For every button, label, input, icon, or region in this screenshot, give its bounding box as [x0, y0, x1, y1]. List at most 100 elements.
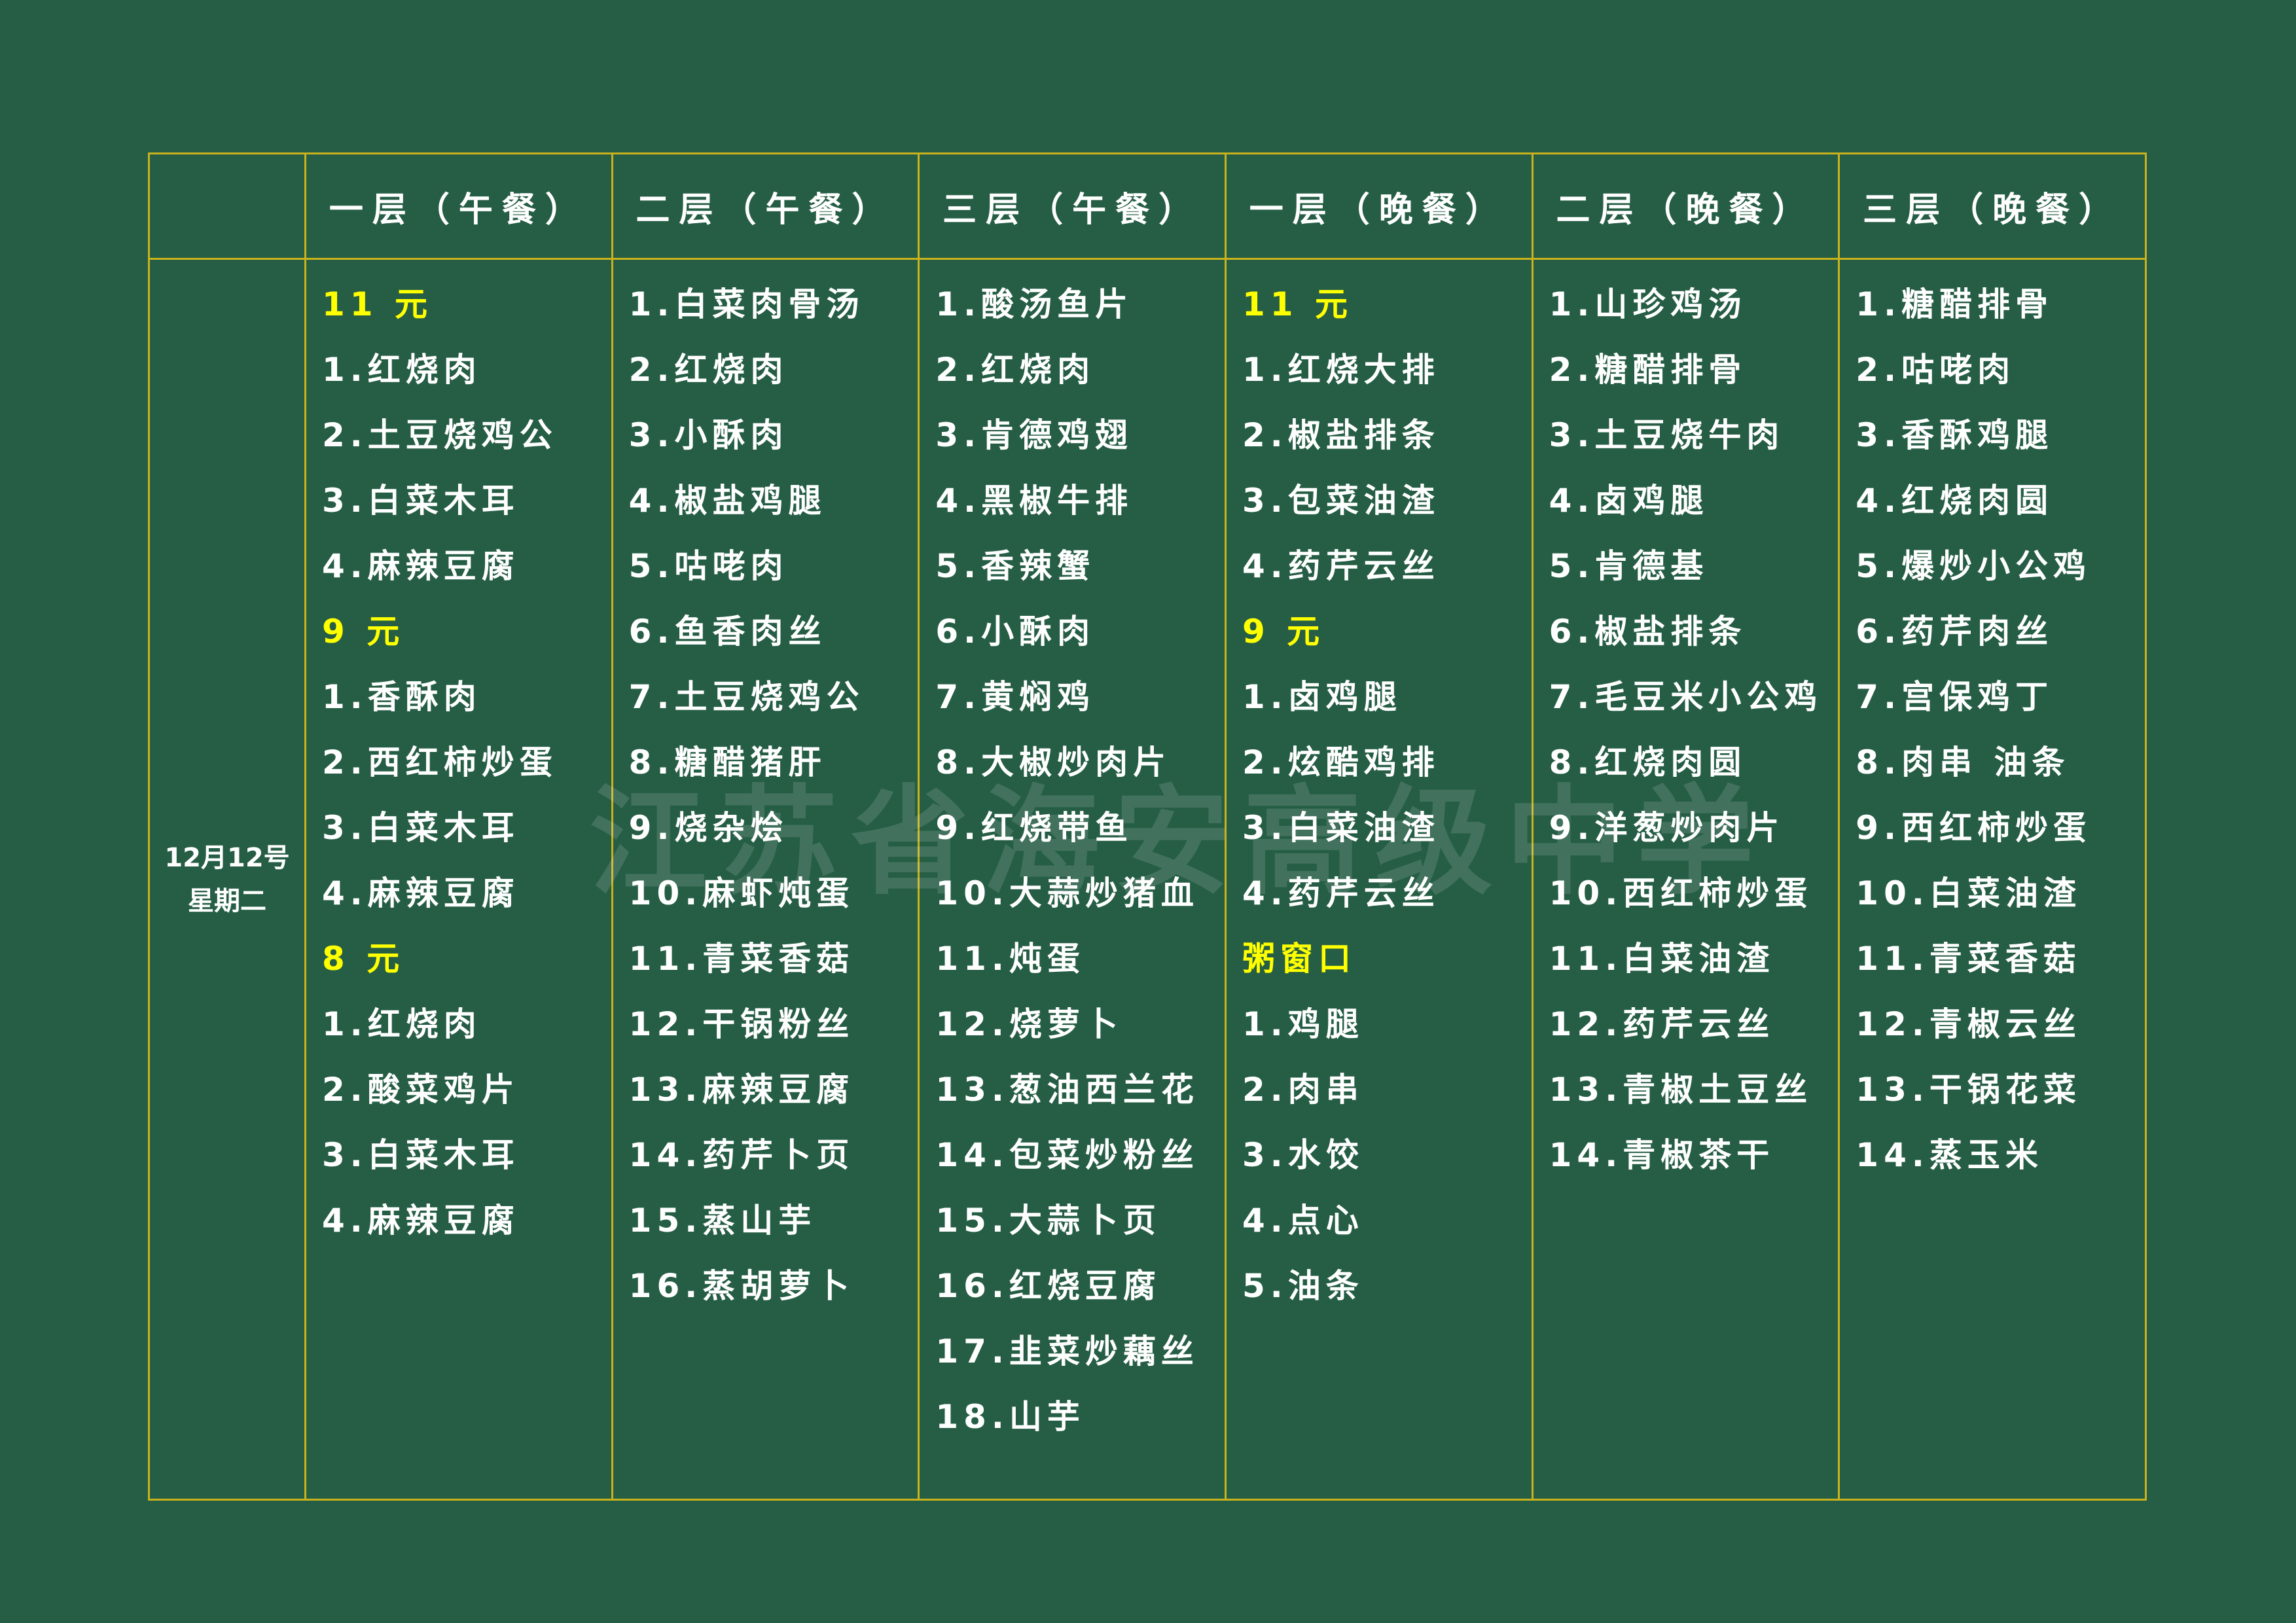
menu-item: 1.白菜肉骨汤: [628, 285, 865, 323]
menu-item: 1.鸡腿: [1242, 1005, 1364, 1043]
menu-item: 3.香酥鸡腿: [1856, 416, 2054, 454]
menu-item: 4.红烧肉圆: [1856, 482, 2054, 520]
price-heading: 8 元: [322, 940, 405, 978]
menu-item: 1.红烧大排: [1242, 351, 1440, 389]
menu-item: 14.药芹卜页: [628, 1136, 855, 1174]
weekday: 星期二: [188, 885, 266, 916]
menu-item: 1.红烧肉: [322, 1005, 482, 1043]
menu-item: 4.椒盐鸡腿: [628, 482, 827, 520]
menu-column: 1.白菜肉骨汤 2.红烧肉 3.小酥肉 4.椒盐鸡腿 5.咕咾肉 6.鱼香肉丝 7.土豆烧鸡…: [611, 258, 920, 1501]
menu-item: 8.糖醋猪肝: [628, 743, 827, 781]
header-row: 一层（午餐） 二层（午餐） 三层（午餐） 一层（晚餐） 二层（晚餐） 三层（晚餐…: [148, 152, 2147, 260]
menu-item: 13.青椒土豆丝: [1549, 1071, 1813, 1109]
menu-item: 13.葱油西兰花: [935, 1071, 1199, 1109]
menu-item: 8.红烧肉圆: [1549, 743, 1747, 781]
menu-item: 6.椒盐排条: [1549, 613, 1747, 651]
menu-item: 8.大椒炒肉片: [935, 743, 1172, 781]
menu-item: 2.红烧肉: [935, 351, 1096, 389]
menu-item: 12.青椒云丝: [1856, 1005, 2081, 1043]
price-heading: 11 元: [322, 285, 433, 323]
menu-item: 3.土豆烧牛肉: [1549, 416, 1785, 454]
menu-item: 2.酸菜鸡片: [322, 1071, 520, 1109]
menu-item: 6.鱼香肉丝: [628, 613, 827, 651]
menu-item: 2.糖醋排骨: [1549, 351, 1747, 389]
menu-row: 12月12号 星期二 11 元 1.红烧肉 2.土豆烧鸡公 3.白菜木耳 4.麻辣豆腐 9 …: [148, 258, 2147, 1501]
menu-item: 10.西红柿炒蛋: [1549, 874, 1813, 912]
menu-item: 14.蒸玉米: [1856, 1136, 2043, 1174]
menu-item: 4.麻辣豆腐: [322, 547, 520, 585]
menu-item: 1.香酥肉: [322, 678, 482, 716]
menu-item: 4.黑椒牛排: [935, 482, 1134, 520]
menu-item: 5.爆炒小公鸡: [1856, 547, 2092, 585]
column-header: 二层（晚餐）: [1531, 152, 1840, 260]
menu-item: 2.土豆烧鸡公: [322, 416, 558, 454]
menu-item: 16.红烧豆腐: [935, 1267, 1161, 1305]
corner-cell: [148, 152, 306, 260]
menu-item: 11.白菜油渣: [1549, 940, 1775, 978]
column-header: 一层（晚餐）: [1224, 152, 1534, 260]
menu-item: 3.白菜木耳: [322, 809, 520, 847]
menu-item: 12.药芹云丝: [1549, 1005, 1775, 1043]
menu-item: 3.白菜油渣: [1242, 809, 1440, 847]
menu-item: 2.椒盐排条: [1242, 416, 1440, 454]
menu-column: 1.糖醋排骨 2.咕咾肉 3.香酥鸡腿 4.红烧肉圆 5.爆炒小公鸡 6.药芹肉丝 7.宫保…: [1838, 258, 2147, 1501]
menu-item: 3.白菜木耳: [322, 482, 520, 520]
column-header: 三层（午餐）: [918, 152, 1227, 260]
menu-item: 16.蒸胡萝卜: [628, 1267, 855, 1305]
menu-item: 3.白菜木耳: [322, 1136, 520, 1174]
menu-item: 1.红烧肉: [322, 351, 482, 389]
menu-item: 17.韭菜炒藕丝: [935, 1332, 1199, 1370]
menu-column: 1.山珍鸡汤 2.糖醋排骨 3.土豆烧牛肉 4.卤鸡腿 5.肯德基 6.椒盐排条 7.毛豆米…: [1531, 258, 1840, 1501]
menu-column: 11 元 1.红烧肉 2.土豆烧鸡公 3.白菜木耳 4.麻辣豆腐 9 元 1.香酥肉 2.西红…: [304, 258, 613, 1501]
menu-item: 13.干锅花菜: [1856, 1071, 2081, 1109]
menu-item: 3.水饺: [1242, 1136, 1364, 1174]
menu-item: 6.小酥肉: [935, 613, 1096, 651]
date: 12月12号: [164, 842, 290, 873]
menu-item: 11.炖蛋: [935, 940, 1085, 978]
menu-item: 13.麻辣豆腐: [628, 1071, 855, 1109]
menu-item: 9.洋葱炒肉片: [1549, 809, 1785, 847]
menu-item: 10.白菜油渣: [1856, 874, 2081, 912]
menu-item: 12.烧萝卜: [935, 1005, 1123, 1043]
menu-item: 9.烧杂烩: [628, 809, 789, 847]
menu-item: 4.点心: [1242, 1202, 1364, 1240]
menu-item: 11.青菜香菇: [628, 940, 855, 978]
menu-column: 11 元 1.红烧大排 2.椒盐排条 3.包菜油渣 4.药芹云丝 9 元 1.卤鸡腿 2.炫酷…: [1224, 258, 1534, 1501]
menu-table: 一层（午餐） 二层（午餐） 三层（午餐） 一层（晚餐） 二层（晚餐） 三层（晚餐…: [148, 152, 2147, 1501]
menu-item: 8.肉串 油条: [1856, 743, 2070, 781]
menu-item: 9.西红柿炒蛋: [1856, 809, 2092, 847]
menu-item: 5.香辣蟹: [935, 547, 1096, 585]
menu-item: 1.山珍鸡汤: [1549, 285, 1747, 323]
menu-item: 14.包菜炒粉丝: [935, 1136, 1199, 1174]
menu-item: 2.肉串: [1242, 1071, 1364, 1109]
menu-item: 6.药芹肉丝: [1856, 613, 2054, 651]
menu-item: 10.麻虾炖蛋: [628, 874, 855, 912]
menu-item: 2.炫酷鸡排: [1242, 743, 1440, 781]
menu-item: 3.小酥肉: [628, 416, 789, 454]
menu-item: 3.肯德鸡翅: [935, 416, 1134, 454]
menu-item: 7.宫保鸡丁: [1856, 678, 2054, 716]
menu-item: 14.青椒茶干: [1549, 1136, 1775, 1174]
menu-column: 1.酸汤鱼片 2.红烧肉 3.肯德鸡翅 4.黑椒牛排 5.香辣蟹 6.小酥肉 7.黄焖鸡 8.…: [918, 258, 1227, 1501]
menu-item: 4.麻辣豆腐: [322, 1202, 520, 1240]
menu-item: 5.油条: [1242, 1267, 1364, 1305]
menu-item: 10.大蒜炒猪血: [935, 874, 1199, 912]
price-heading: 粥窗口: [1242, 940, 1356, 978]
menu-item: 2.西红柿炒蛋: [322, 743, 558, 781]
menu-item: 15.蒸山芋: [628, 1202, 817, 1240]
price-heading: 11 元: [1242, 285, 1353, 323]
column-header: 一层（午餐）: [304, 152, 613, 260]
menu-item: 5.咕咾肉: [628, 547, 789, 585]
menu-item: 1.糖醋排骨: [1856, 285, 2054, 323]
menu-item: 9.红烧带鱼: [935, 809, 1134, 847]
menu-item: 18.山芋: [935, 1398, 1085, 1436]
menu-item: 12.干锅粉丝: [628, 1005, 855, 1043]
menu-item: 7.土豆烧鸡公: [628, 678, 865, 716]
date-cell: 12月12号 星期二: [148, 258, 306, 1501]
menu-item: 7.毛豆米小公鸡: [1549, 678, 1823, 716]
menu-item: 2.咕咾肉: [1856, 351, 2016, 389]
menu-item: 3.包菜油渣: [1242, 482, 1440, 520]
menu-item: 1.卤鸡腿: [1242, 678, 1402, 716]
menu-item: 1.酸汤鱼片: [935, 285, 1134, 323]
price-heading: 9 元: [1242, 613, 1325, 651]
